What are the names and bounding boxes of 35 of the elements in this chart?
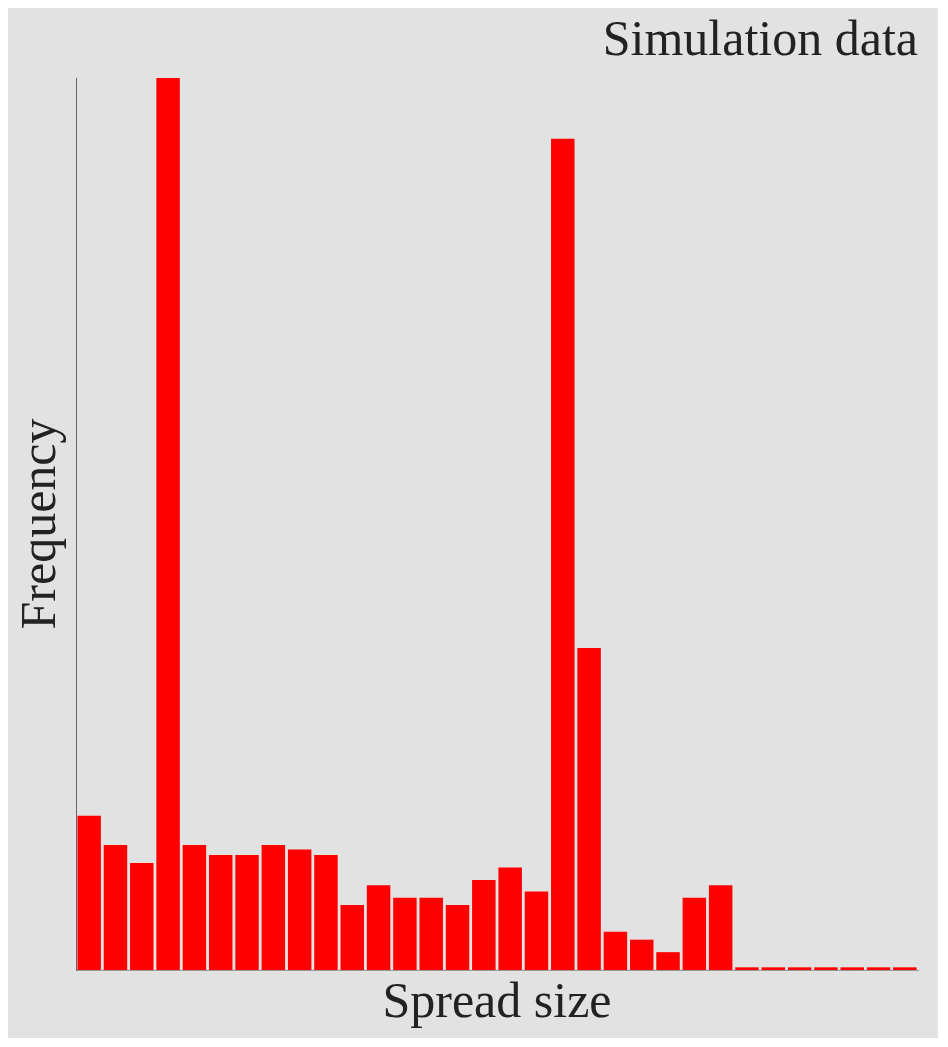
bar: [287, 849, 312, 970]
bar: [366, 885, 391, 970]
bar: [340, 904, 365, 970]
bar: [524, 891, 549, 970]
bar: [603, 931, 628, 970]
bar: [208, 854, 233, 970]
bar: [893, 967, 917, 970]
bar: [261, 845, 286, 970]
bar: [735, 967, 759, 970]
bar: [235, 854, 259, 970]
bar: [182, 845, 207, 970]
bar: [761, 967, 786, 970]
bar: [577, 647, 601, 970]
bar: [840, 967, 864, 970]
bar: [629, 939, 654, 970]
bar: [708, 885, 733, 970]
bar: [393, 897, 417, 970]
bar: [866, 967, 891, 970]
bar: [472, 879, 496, 970]
bar: [156, 78, 180, 970]
bar: [314, 854, 338, 970]
chart-title: Simulation data: [602, 10, 918, 67]
bar: [419, 897, 443, 970]
bar: [445, 904, 470, 970]
bar: [551, 138, 575, 970]
bar: [682, 897, 707, 970]
bar: [498, 867, 522, 970]
x-axis-title: Spread size: [382, 972, 612, 1029]
y-axis-title: Frequency: [10, 418, 67, 630]
bar: [814, 967, 838, 970]
bar: [103, 845, 128, 970]
bar: [77, 815, 101, 970]
bar: [787, 967, 812, 970]
bar: [130, 862, 154, 970]
bar: [656, 952, 680, 970]
